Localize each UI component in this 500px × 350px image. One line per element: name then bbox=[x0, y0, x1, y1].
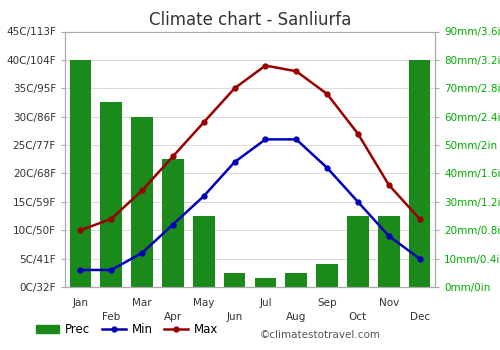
Text: Sep: Sep bbox=[318, 298, 337, 308]
Text: Feb: Feb bbox=[102, 312, 120, 322]
Text: Jun: Jun bbox=[226, 312, 242, 322]
Bar bbox=[409, 60, 430, 287]
Bar bbox=[286, 273, 307, 287]
Bar bbox=[316, 264, 338, 287]
Bar bbox=[70, 60, 91, 287]
Text: Oct: Oct bbox=[349, 312, 367, 322]
Bar bbox=[193, 216, 214, 287]
Text: ©climatestotravel.com: ©climatestotravel.com bbox=[260, 329, 381, 340]
Bar bbox=[132, 117, 153, 287]
Text: Jul: Jul bbox=[259, 298, 272, 308]
Bar bbox=[100, 103, 122, 287]
Bar bbox=[224, 273, 246, 287]
Bar bbox=[378, 216, 400, 287]
Bar bbox=[347, 216, 368, 287]
Text: May: May bbox=[193, 298, 214, 308]
Title: Climate chart - Sanliurfa: Climate chart - Sanliurfa bbox=[149, 10, 351, 29]
Text: Apr: Apr bbox=[164, 312, 182, 322]
Bar bbox=[254, 279, 276, 287]
Text: Aug: Aug bbox=[286, 312, 306, 322]
Text: Jan: Jan bbox=[72, 298, 88, 308]
Text: Mar: Mar bbox=[132, 298, 152, 308]
Bar bbox=[162, 159, 184, 287]
Text: Dec: Dec bbox=[410, 312, 430, 322]
Text: Nov: Nov bbox=[378, 298, 399, 308]
Legend: Prec, Min, Max: Prec, Min, Max bbox=[31, 318, 223, 341]
